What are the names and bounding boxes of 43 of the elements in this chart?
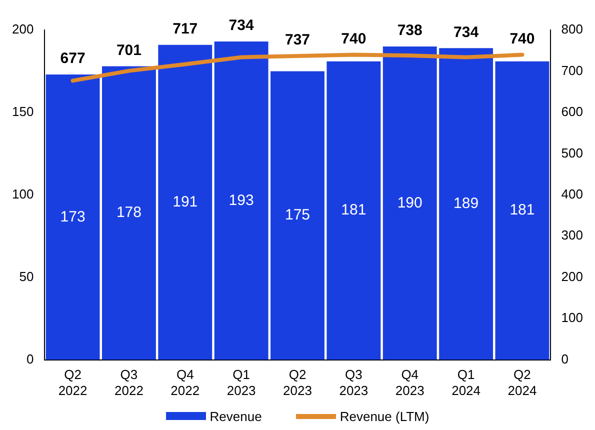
data-label: 189	[454, 195, 479, 212]
x-tick-label: Q1 2024	[452, 367, 480, 398]
data-label: 717	[172, 20, 198, 38]
x-tick-label: Q2 2024	[508, 367, 537, 398]
data-label: 701	[116, 42, 142, 59]
x-tick-label: Q1 2023	[226, 367, 256, 398]
x-tick-label: Q3 2022	[114, 367, 144, 398]
legend-label: Revenue	[210, 408, 262, 424]
data-label: 737	[284, 32, 310, 49]
data-label: 181	[510, 202, 535, 219]
x-tick-label: Q2 2023	[283, 367, 312, 398]
data-label: 175	[284, 206, 310, 224]
x-tick-label: Q3 2023	[339, 367, 368, 398]
y-tick-label: 0	[26, 351, 34, 366]
y-tick-label: 200	[12, 22, 34, 37]
data-label: 191	[172, 193, 198, 210]
data-label: 734	[228, 17, 254, 34]
y2-tick-label: 300	[561, 228, 584, 243]
data-label: 181	[341, 202, 366, 219]
y2-tick-label: 500	[561, 145, 584, 160]
data-label: 740	[341, 30, 366, 48]
y-tick-label: 50	[19, 268, 34, 284]
y2-tick-label: 100	[561, 310, 584, 326]
x-tick-label: Q2 2022	[58, 367, 88, 398]
y2-tick-label: 700	[561, 62, 584, 78]
data-label: 738	[397, 22, 422, 40]
y-tick-label: 100	[12, 186, 34, 202]
y2-tick-label: 800	[561, 22, 584, 37]
y2-tick-label: 600	[561, 104, 584, 120]
data-label: 734	[454, 24, 480, 41]
data-label: 190	[397, 194, 422, 212]
legend-label: Revenue (LTM)	[340, 408, 430, 424]
data-label: 193	[228, 192, 254, 209]
y-tick-label: 150	[12, 104, 34, 120]
data-label: 178	[116, 204, 142, 222]
y2-tick-label: 0	[561, 351, 569, 366]
data-label: 173	[60, 208, 86, 226]
y2-tick-label: 400	[561, 186, 584, 202]
x-tick-label: Q4 2022	[170, 367, 200, 398]
y2-tick-label: 200	[561, 268, 584, 284]
x-tick-label: Q4 2023	[395, 367, 424, 398]
data-label: 740	[510, 30, 535, 48]
data-label: 677	[60, 50, 86, 68]
